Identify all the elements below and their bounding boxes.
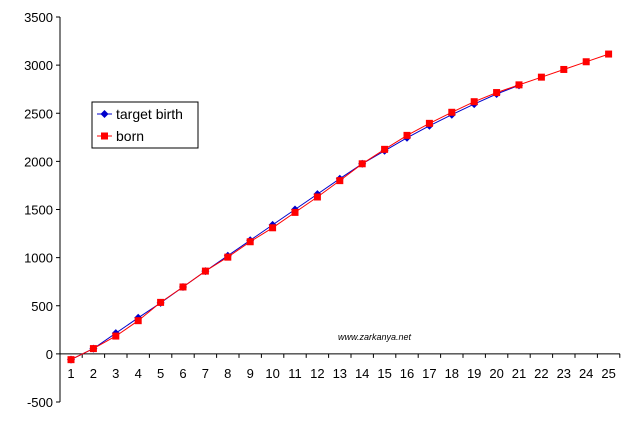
legend: target birth born <box>91 101 199 149</box>
x-tick-label: 18 <box>445 366 459 381</box>
x-tick-label: 21 <box>512 366 526 381</box>
x-tick-label: 12 <box>310 366 324 381</box>
data-point-born <box>470 98 478 106</box>
axes <box>59 17 620 402</box>
x-tick-label: 9 <box>247 366 254 381</box>
y-tick-label: -500 <box>27 395 53 410</box>
x-tick-label: 15 <box>377 366 391 381</box>
x-tick-label: 13 <box>333 366 347 381</box>
x-tick-label: 22 <box>534 366 548 381</box>
legend-box <box>91 101 199 149</box>
data-point-born <box>291 208 299 216</box>
data-point-born <box>358 160 366 168</box>
series-layer <box>67 50 613 364</box>
x-ticks: 1 2 3 4 5 6 7 8 9 10 11 12 13 14 15 16 17 18 19 20 21 22 23 24 2… <box>67 353 621 381</box>
data-point-born <box>537 73 545 81</box>
legend-marker-born <box>101 132 108 140</box>
y-tick-label: 3000 <box>24 58 53 73</box>
data-point-born <box>179 283 187 291</box>
x-tick-label: 10 <box>265 366 279 381</box>
y-tick-label: 3500 <box>24 10 53 25</box>
legend-marker-target-birth <box>100 110 109 118</box>
data-point-born <box>313 193 321 201</box>
y-tick-label: 2500 <box>24 106 53 121</box>
legend-label-target-birth: target birth <box>116 106 183 122</box>
y-ticks: -500 0 500 1000 1500 2000 2500 3000 3500 <box>24 10 60 410</box>
data-point-born <box>605 50 613 58</box>
x-tick-label: 19 <box>467 366 481 381</box>
series-line-born <box>70 53 609 361</box>
x-tick-label: 14 <box>355 366 369 381</box>
y-tick-label: 2000 <box>24 154 53 169</box>
x-tick-label: 1 <box>67 366 74 381</box>
data-point-born <box>582 58 590 66</box>
data-point-born <box>224 253 232 261</box>
x-tick-label: 11 <box>288 366 302 381</box>
legend-label-born: born <box>116 128 144 144</box>
x-tick-label: 23 <box>557 366 571 381</box>
data-point-born <box>201 267 209 275</box>
watermark-annotation: www.zarkanya.net <box>338 332 412 342</box>
data-point-born <box>246 238 254 246</box>
data-point-born <box>403 131 411 139</box>
x-tick-label: 8 <box>224 366 231 381</box>
x-tick-label: 25 <box>601 366 615 381</box>
x-tick-label: 16 <box>400 366 414 381</box>
data-point-born <box>134 317 142 325</box>
data-point-born <box>157 298 165 306</box>
data-point-born <box>448 108 456 116</box>
y-tick-label: 1500 <box>24 203 53 218</box>
data-point-born <box>425 119 433 127</box>
data-point-born <box>269 224 277 232</box>
data-point-born <box>493 89 501 97</box>
x-tick-label: 3 <box>112 366 119 381</box>
data-point-born <box>336 177 344 185</box>
x-tick-label: 2 <box>90 366 97 381</box>
x-tick-label: 20 <box>489 366 503 381</box>
y-tick-label: 0 <box>46 347 53 362</box>
x-tick-label: 7 <box>202 366 209 381</box>
x-tick-label: 24 <box>579 366 593 381</box>
y-tick-label: 1000 <box>24 251 53 266</box>
data-point-born <box>381 145 389 153</box>
y-tick-label: 500 <box>31 299 53 314</box>
x-tick-label: 5 <box>157 366 164 381</box>
x-tick-label: 6 <box>179 366 186 381</box>
data-point-born <box>67 356 75 364</box>
data-point-born <box>515 81 523 89</box>
data-point-born <box>89 345 97 353</box>
x-tick-label: 4 <box>135 366 142 381</box>
data-point-born <box>112 332 120 340</box>
data-point-born <box>560 65 568 73</box>
x-tick-label: 17 <box>422 366 436 381</box>
